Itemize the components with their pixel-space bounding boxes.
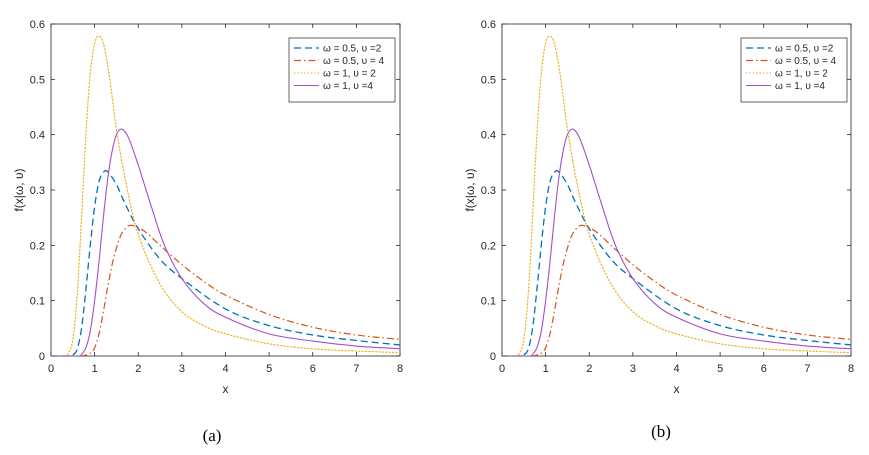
chart-a-xtick-label: 1: [92, 363, 98, 375]
chart-a-ytick-label: 0.6: [30, 19, 45, 31]
chart-b-xtick-label: 4: [673, 363, 679, 375]
chart-a-ytick-label: 0.3: [30, 185, 45, 197]
chart-b-xtick-label: 7: [804, 363, 810, 375]
chart-a-xtick-label: 0: [48, 363, 54, 375]
chart-a-xtick-label: 7: [353, 363, 359, 375]
chart-b-series-line-4: [502, 128, 851, 356]
chart-a-legend-label-1: ω = 0.5, υ =2: [323, 44, 382, 55]
chart-b-series-line-2: [502, 224, 851, 356]
chart-a: 0 1 2 3 4 5 6 7 8 0 0.1 0.2 0.3 0.4 0.5 0.6 x f(x|ω, υ) ω …: [12, 19, 403, 396]
chart-a-xlabel: x: [223, 382, 229, 396]
chart-b-legend-label-3: ω = 1, υ = 2: [775, 69, 828, 80]
chart-b-ytick-label: 0.2: [481, 240, 496, 252]
chart-a-legend-label-3: ω = 1, υ = 2: [323, 69, 376, 80]
chart-a-xtick-label: 2: [135, 363, 141, 375]
chart-b-ytick-label: 0.5: [481, 74, 496, 86]
chart-b-xtick-label: 2: [586, 363, 592, 375]
chart-a-caption: (a): [203, 426, 222, 445]
chart-a-xtick-label: 4: [222, 363, 228, 375]
chart-a-ylabel: f(x|ω, υ): [12, 168, 26, 211]
chart-b-xtick-label: 3: [630, 363, 636, 375]
chart-b-xtick-label: 6: [761, 363, 767, 375]
chart-b-legend-box: [740, 37, 848, 103]
chart-a-legend-box: [288, 37, 396, 103]
chart-a-series-line-1: [51, 169, 400, 356]
chart-a-series-group: [51, 35, 400, 356]
chart-a-series-line-2: [51, 224, 400, 356]
chart-b-xtick-label: 0: [499, 363, 505, 375]
chart-b-caption: (b): [651, 422, 671, 441]
chart-b-ytick-label: 0.6: [481, 19, 496, 31]
chart-b-xlabel: x: [674, 382, 680, 396]
chart-a-ytick-label: 0.2: [30, 240, 45, 252]
chart-a-legend-label-2: ω = 0.5, υ = 4: [323, 56, 385, 67]
chart-b-ylabel: f(x|ω, υ): [463, 168, 477, 211]
chart-b-ytick-label: 0.3: [481, 185, 496, 197]
chart-b-ytick-label: 0.1: [481, 296, 496, 308]
chart-b-series-line-1: [502, 169, 851, 356]
chart-a-legend-label-4: ω = 1, υ =4: [323, 81, 373, 92]
chart-b-legend-label-2: ω = 0.5, υ = 4: [775, 56, 837, 67]
chart-a-xtick-label: 8: [397, 363, 403, 375]
chart-a-xtick-label: 3: [179, 363, 185, 375]
chart-a-ytick-label: 0: [39, 351, 45, 363]
chart-a-ytick-label: 0.1: [30, 296, 45, 308]
chart-a-ytick-label: 0.5: [30, 74, 45, 86]
chart-b-legend-label-4: ω = 1, υ =4: [775, 81, 825, 92]
chart-a-xtick-label: 5: [266, 363, 272, 375]
chart-a-ytick-label: 0.4: [30, 130, 45, 142]
chart-a-series-line-4: [51, 128, 400, 356]
chart-b-legend-label-1: ω = 0.5, υ =2: [775, 44, 834, 55]
chart-b-xtick-label: 5: [717, 363, 723, 375]
chart-b-xtick-label: 8: [848, 363, 854, 375]
chart-b: 0 1 2 3 4 5 6 7 8 0 0.1 0.2 0.3 0.4 0.5 0.6 x f(x|ω, υ) ω …: [463, 19, 854, 396]
chart-b-xtick-label: 1: [543, 363, 549, 375]
chart-b-ytick-label: 0.4: [481, 130, 496, 142]
chart-a-xtick-label: 6: [310, 363, 316, 375]
chart-b-ytick-label: 0: [490, 351, 496, 363]
chart-b-series-group: [502, 35, 851, 356]
